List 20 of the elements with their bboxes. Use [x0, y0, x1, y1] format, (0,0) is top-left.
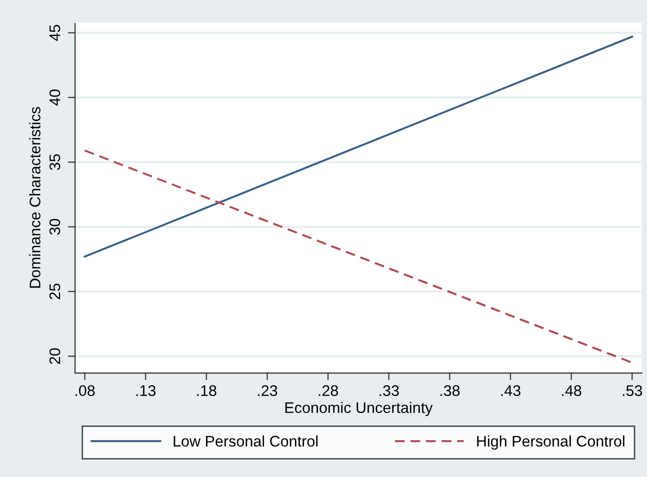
y-axis-title: Dominance Characteristics — [29, 106, 40, 288]
x-tick-label: .33 — [380, 385, 399, 396]
y-tick-label: 40 — [49, 90, 60, 106]
x-axis-title: Economic Uncertainty — [285, 402, 433, 416]
x-tick-label: .08 — [76, 385, 95, 396]
legend-label: Low Personal Control — [174, 435, 318, 447]
x-tick-label: .28 — [318, 385, 338, 396]
x-tick-label: .53 — [622, 385, 642, 396]
x-tick-label: .48 — [562, 385, 582, 396]
y-tick-label: 20 — [49, 348, 60, 364]
x-tick-label: .43 — [501, 385, 520, 396]
y-tick-label: 45 — [50, 24, 60, 41]
x-tick-label: .23 — [258, 385, 278, 396]
y-tick-label: 30 — [49, 218, 60, 235]
y-tick-label: 25 — [49, 284, 60, 300]
y-tick-label: 35 — [49, 154, 60, 170]
legend-label: High Personal Control — [477, 435, 624, 450]
x-tick-label: .13 — [136, 385, 156, 396]
x-tick-label: .18 — [197, 385, 216, 396]
x-tick-label: .38 — [440, 385, 460, 396]
